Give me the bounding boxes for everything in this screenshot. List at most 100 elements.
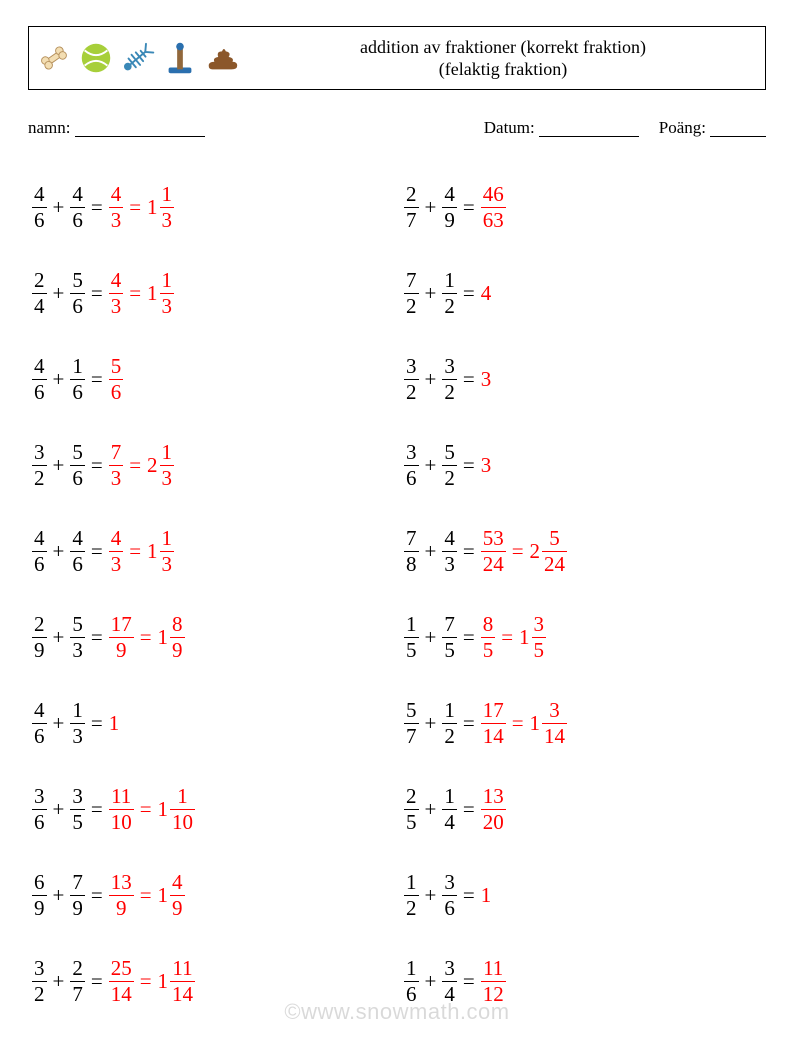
problem-row: 36+52=3 bbox=[404, 422, 766, 508]
mixed-number: 113 bbox=[147, 527, 174, 574]
equals-sign: = bbox=[91, 625, 103, 650]
fraction: 32 bbox=[32, 957, 47, 1004]
problem-row: 24+56=43=113 bbox=[32, 250, 394, 336]
problem-row: 36+35=1110=1110 bbox=[32, 766, 394, 852]
problem-row: 12+36=1 bbox=[404, 852, 766, 938]
plus-sign: + bbox=[425, 625, 437, 650]
fraction: 1320 bbox=[481, 785, 506, 832]
fraction: 139 bbox=[109, 871, 134, 918]
fraction: 46 bbox=[70, 527, 85, 574]
mixed-number: 2524 bbox=[530, 527, 568, 574]
plus-sign: + bbox=[425, 797, 437, 822]
fraction: 1110 bbox=[109, 785, 134, 832]
title-line-2: (felaktig fraktion) bbox=[439, 58, 567, 81]
header-icons bbox=[29, 27, 241, 89]
fraction: 29 bbox=[32, 613, 47, 660]
fish-bone-icon bbox=[119, 39, 157, 77]
equals-sign: = bbox=[463, 625, 475, 650]
score-label: Poäng: bbox=[659, 118, 706, 138]
plus-sign: + bbox=[425, 367, 437, 392]
fraction: 27 bbox=[404, 183, 419, 230]
worksheet-title: addition av fraktioner (korrekt fraktion… bbox=[241, 27, 765, 89]
plus-sign: + bbox=[53, 281, 65, 306]
integer-answer: 3 bbox=[481, 453, 492, 478]
plus-sign: + bbox=[53, 539, 65, 564]
fraction: 34 bbox=[442, 957, 457, 1004]
fraction: 4663 bbox=[481, 183, 506, 230]
fraction: 43 bbox=[442, 527, 457, 574]
fraction: 16 bbox=[404, 957, 419, 1004]
equals-sign: = bbox=[463, 969, 475, 994]
equals-sign: = bbox=[91, 711, 103, 736]
fraction: 85 bbox=[481, 613, 496, 660]
equals-sign: = bbox=[463, 367, 475, 392]
fraction: 27 bbox=[70, 957, 85, 1004]
fraction: 56 bbox=[70, 269, 85, 316]
equals-sign: = bbox=[91, 969, 103, 994]
fraction: 110 bbox=[170, 785, 195, 832]
fraction: 32 bbox=[32, 441, 47, 488]
fraction: 524 bbox=[542, 527, 567, 574]
equals-sign: = bbox=[501, 625, 513, 650]
fraction: 15 bbox=[404, 613, 419, 660]
fraction: 5324 bbox=[481, 527, 506, 574]
fraction: 12 bbox=[442, 699, 457, 746]
equals-sign: = bbox=[463, 883, 475, 908]
equals-sign: = bbox=[463, 797, 475, 822]
equals-sign: = bbox=[129, 539, 141, 564]
plus-sign: + bbox=[425, 539, 437, 564]
equals-sign: = bbox=[512, 711, 524, 736]
equals-sign: = bbox=[129, 195, 141, 220]
plus-sign: + bbox=[425, 453, 437, 478]
fraction: 46 bbox=[32, 699, 47, 746]
fraction: 49 bbox=[170, 871, 185, 918]
plus-sign: + bbox=[53, 797, 65, 822]
fraction: 35 bbox=[70, 785, 85, 832]
plus-sign: + bbox=[425, 969, 437, 994]
fraction: 32 bbox=[404, 355, 419, 402]
fraction: 13 bbox=[160, 183, 175, 230]
score-blank[interactable] bbox=[710, 118, 766, 137]
plus-sign: + bbox=[53, 453, 65, 478]
fraction: 43 bbox=[109, 527, 124, 574]
fraction: 16 bbox=[70, 355, 85, 402]
integer-answer: 3 bbox=[481, 367, 492, 392]
date-blank[interactable] bbox=[539, 118, 639, 137]
plus-sign: + bbox=[53, 625, 65, 650]
mixed-number: 1110 bbox=[158, 785, 196, 832]
equals-sign: = bbox=[463, 711, 475, 736]
fraction: 46 bbox=[32, 183, 47, 230]
problem-row: 32+32=3 bbox=[404, 336, 766, 422]
fraction: 1112 bbox=[481, 957, 506, 1004]
equals-sign: = bbox=[140, 625, 152, 650]
equals-sign: = bbox=[91, 797, 103, 822]
equals-sign: = bbox=[140, 969, 152, 994]
plus-sign: + bbox=[53, 195, 65, 220]
integer-answer: 1 bbox=[481, 883, 492, 908]
plus-sign: + bbox=[425, 711, 437, 736]
fraction: 32 bbox=[442, 355, 457, 402]
mixed-number: 189 bbox=[158, 613, 185, 660]
plus-sign: + bbox=[425, 195, 437, 220]
plus-sign: + bbox=[53, 969, 65, 994]
fraction: 12 bbox=[404, 871, 419, 918]
fraction: 75 bbox=[442, 613, 457, 660]
integer-answer: 1 bbox=[109, 711, 120, 736]
equals-sign: = bbox=[512, 539, 524, 564]
equals-sign: = bbox=[91, 539, 103, 564]
integer-answer: 4 bbox=[481, 281, 492, 306]
fraction: 72 bbox=[404, 269, 419, 316]
name-blank[interactable] bbox=[75, 118, 205, 137]
fraction: 53 bbox=[70, 613, 85, 660]
fraction: 56 bbox=[70, 441, 85, 488]
equals-sign: = bbox=[91, 281, 103, 306]
fraction: 12 bbox=[442, 269, 457, 316]
equals-sign: = bbox=[463, 195, 475, 220]
mixed-number: 113 bbox=[147, 269, 174, 316]
plus-sign: + bbox=[53, 711, 65, 736]
problem-row: 46+46=43=113 bbox=[32, 164, 394, 250]
fraction: 46 bbox=[32, 355, 47, 402]
fraction: 36 bbox=[442, 871, 457, 918]
equals-sign: = bbox=[91, 453, 103, 478]
fraction: 14 bbox=[442, 785, 457, 832]
